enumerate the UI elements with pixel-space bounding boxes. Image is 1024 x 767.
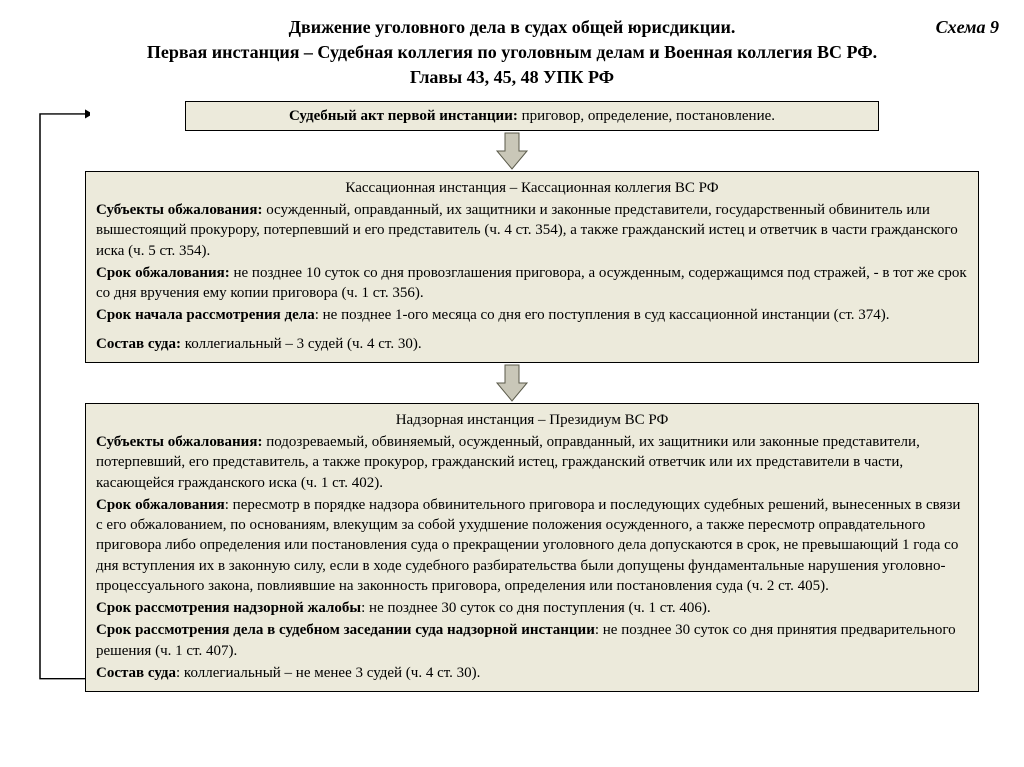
cassation-nach-label: Срок начала рассмотрения дела bbox=[96, 307, 315, 323]
arrow-2-wrap bbox=[25, 363, 999, 403]
scheme-label: Схема 9 bbox=[936, 15, 999, 40]
header-line1: Движение уголовного дела в судах общей ю… bbox=[289, 17, 736, 37]
first-instance-label: Судебный акт первой инстанции: bbox=[289, 108, 518, 124]
header-line3: Главы 43, 45, 48 УПК РФ bbox=[410, 67, 614, 87]
cassation-sostav-label: Состав суда: bbox=[96, 336, 181, 352]
down-arrow-icon bbox=[492, 131, 532, 171]
header-line2: Первая инстанция – Судебная коллегия по … bbox=[147, 42, 877, 62]
cassation-subj-label: Субъекты обжалования: bbox=[96, 202, 262, 218]
cassation-box: Кассационная инстанция – Кассационная ко… bbox=[85, 171, 979, 363]
supervisory-title: Надзорная инстанция – Президиум ВС РФ bbox=[96, 410, 968, 430]
cassation-nach-text: : не позднее 1-ого месяца со дня его пос… bbox=[315, 307, 890, 323]
supervisory-zased-label: Срок рассмотрения дела в судебном заседа… bbox=[96, 622, 595, 638]
supervisory-srok-text: : пересмотр в порядке надзора обвинитель… bbox=[96, 497, 960, 594]
supervisory-srok-label: Срок обжалования bbox=[96, 497, 225, 513]
first-instance-box: Судебный акт первой инстанции: приговор,… bbox=[185, 101, 879, 131]
diagram-header: Схема 9 Движение уголовного дела в судах… bbox=[25, 15, 999, 91]
supervisory-sostav-text: : коллегиальный – не менее 3 судей (ч. 4… bbox=[176, 665, 480, 681]
supervisory-box: Надзорная инстанция – Президиум ВС РФ Су… bbox=[85, 403, 979, 692]
down-arrow-icon bbox=[492, 363, 532, 403]
supervisory-sostav-label: Состав суда bbox=[96, 665, 176, 681]
cassation-sostav-text: коллегиальный – 3 судей (ч. 4 ст. 30). bbox=[181, 336, 422, 352]
supervisory-zhal-text: : не позднее 30 суток со дня поступления… bbox=[361, 600, 711, 616]
first-instance-text: приговор, определение, постановление. bbox=[518, 108, 775, 124]
supervisory-zhal-label: Срок рассмотрения надзорной жалобы bbox=[96, 600, 361, 616]
arrow-1-wrap bbox=[25, 131, 999, 171]
supervisory-subj-label: Субъекты обжалования: bbox=[96, 434, 262, 450]
diagram-body: Судебный акт первой инстанции: приговор,… bbox=[25, 101, 999, 693]
cassation-title: Кассационная инстанция – Кассационная ко… bbox=[96, 178, 968, 198]
cassation-srok-label: Срок обжалования: bbox=[96, 265, 230, 281]
